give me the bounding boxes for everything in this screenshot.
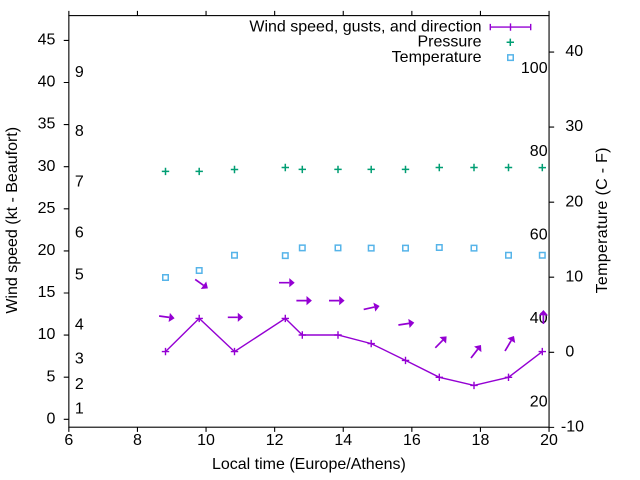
svg-text:3: 3 bbox=[75, 351, 84, 368]
svg-text:30: 30 bbox=[38, 158, 56, 175]
svg-text:14: 14 bbox=[334, 432, 352, 449]
svg-text:Local time (Europe/Athens): Local time (Europe/Athens) bbox=[212, 456, 406, 473]
svg-text:Temperature: Temperature bbox=[392, 49, 482, 66]
svg-text:5: 5 bbox=[46, 368, 55, 385]
svg-text:0: 0 bbox=[565, 343, 574, 360]
svg-text:Wind speed, gusts, and directi: Wind speed, gusts, and direction bbox=[249, 18, 481, 35]
svg-text:10: 10 bbox=[197, 432, 215, 449]
svg-text:7: 7 bbox=[75, 173, 84, 190]
svg-text:9: 9 bbox=[75, 64, 84, 81]
svg-text:5: 5 bbox=[75, 266, 84, 283]
svg-text:-10: -10 bbox=[561, 418, 584, 435]
svg-text:4: 4 bbox=[75, 316, 84, 333]
svg-text:16: 16 bbox=[403, 432, 421, 449]
svg-text:20: 20 bbox=[565, 193, 583, 210]
svg-text:40: 40 bbox=[565, 43, 583, 60]
svg-text:Temperature (C - F): Temperature (C - F) bbox=[594, 147, 611, 293]
svg-text:8: 8 bbox=[133, 432, 142, 449]
svg-text:Wind speed (kt - Beaufort): Wind speed (kt - Beaufort) bbox=[4, 127, 21, 314]
svg-text:6: 6 bbox=[64, 432, 73, 449]
svg-text:100: 100 bbox=[521, 60, 548, 77]
svg-text:10: 10 bbox=[38, 326, 56, 343]
svg-text:15: 15 bbox=[38, 284, 56, 301]
svg-text:8: 8 bbox=[75, 123, 84, 140]
svg-text:20: 20 bbox=[38, 242, 56, 259]
svg-text:20: 20 bbox=[540, 432, 558, 449]
svg-text:10: 10 bbox=[565, 268, 583, 285]
svg-text:1: 1 bbox=[75, 401, 84, 418]
svg-text:2: 2 bbox=[75, 376, 84, 393]
svg-text:40: 40 bbox=[38, 74, 56, 91]
svg-text:20: 20 bbox=[530, 393, 548, 410]
svg-text:0: 0 bbox=[46, 410, 55, 427]
svg-text:Pressure: Pressure bbox=[417, 34, 481, 51]
svg-text:18: 18 bbox=[472, 432, 490, 449]
svg-text:30: 30 bbox=[565, 118, 583, 135]
svg-text:6: 6 bbox=[75, 225, 84, 242]
svg-text:35: 35 bbox=[38, 116, 56, 133]
svg-text:80: 80 bbox=[530, 143, 548, 160]
svg-text:25: 25 bbox=[38, 200, 56, 217]
svg-text:12: 12 bbox=[266, 432, 284, 449]
svg-text:45: 45 bbox=[38, 32, 56, 49]
svg-text:60: 60 bbox=[530, 227, 548, 244]
